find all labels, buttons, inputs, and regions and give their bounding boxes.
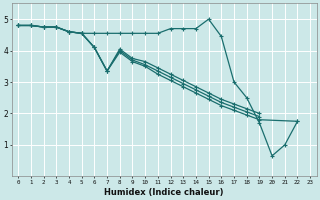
X-axis label: Humidex (Indice chaleur): Humidex (Indice chaleur) bbox=[104, 188, 224, 197]
